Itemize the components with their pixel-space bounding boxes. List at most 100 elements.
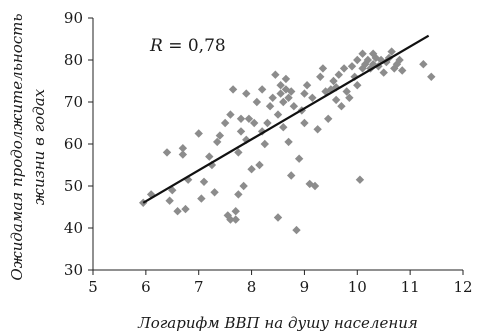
data-point — [273, 213, 283, 222]
y-tick-label: 70 — [64, 93, 83, 111]
data-point — [236, 127, 246, 136]
data-point — [368, 49, 378, 58]
data-point — [379, 68, 388, 77]
data-point — [271, 70, 280, 79]
data-point — [162, 148, 172, 157]
y-axis-title-line-1: Ожидамая продолжительность — [8, 13, 26, 280]
data-point — [279, 97, 288, 107]
annotation-value: = 0,78 — [163, 36, 226, 56]
data-point — [353, 81, 362, 90]
data-point — [300, 89, 309, 98]
data-point — [268, 93, 277, 102]
y-tick-label: 90 — [64, 9, 83, 27]
data-point — [334, 70, 343, 79]
axes — [88, 17, 464, 275]
data-point — [194, 129, 203, 138]
y-tick-label: 80 — [64, 51, 83, 69]
data-point — [294, 154, 304, 163]
data-point — [226, 215, 235, 224]
data-point — [310, 181, 320, 191]
data-point — [292, 225, 301, 235]
data-point — [390, 64, 399, 73]
data-point — [284, 93, 293, 102]
data-point — [250, 118, 259, 128]
data-point — [331, 95, 341, 105]
data-point — [215, 131, 225, 140]
data-point — [205, 152, 214, 161]
data-point — [226, 110, 235, 119]
data-point — [244, 114, 254, 123]
data-point — [236, 114, 246, 123]
x-tick-label: 12 — [453, 278, 472, 296]
data-point — [339, 64, 349, 73]
data-point — [427, 72, 436, 81]
x-tick-label: 6 — [141, 278, 151, 296]
data-point — [263, 118, 272, 128]
data-points — [139, 47, 436, 235]
data-point — [276, 81, 285, 90]
data-point — [395, 55, 404, 65]
x-tick-label: 8 — [247, 278, 257, 296]
tick-labels: 5 6 7 8 9 10 11 12 30 40 50 60 70 80 90 — [64, 9, 473, 296]
data-point — [210, 188, 219, 197]
data-point — [300, 118, 309, 128]
data-point — [231, 207, 240, 216]
x-tick-label: 7 — [194, 278, 204, 296]
x-tick-label: 5 — [88, 278, 98, 296]
data-point — [337, 102, 346, 111]
y-tick-label: 60 — [64, 135, 83, 153]
data-point — [228, 85, 238, 94]
x-tick-label: 11 — [401, 278, 420, 296]
data-point — [197, 194, 206, 203]
data-point — [199, 177, 209, 186]
data-point — [213, 137, 222, 147]
data-point — [329, 76, 338, 86]
x-tick-label: 10 — [348, 278, 367, 296]
data-point — [239, 181, 248, 191]
data-point — [260, 139, 269, 149]
data-point — [255, 160, 264, 170]
data-point — [387, 47, 396, 56]
data-point — [324, 114, 333, 123]
data-point — [368, 60, 378, 69]
data-point — [220, 118, 230, 128]
data-point — [284, 137, 293, 147]
data-point — [265, 102, 275, 111]
data-point — [342, 87, 351, 96]
data-point — [234, 190, 243, 199]
data-point — [146, 190, 156, 199]
data-point — [231, 215, 240, 224]
data-point — [279, 123, 288, 132]
y-tick-label: 40 — [64, 219, 83, 237]
data-point — [363, 55, 373, 65]
data-point — [345, 93, 354, 102]
y-tick-label: 50 — [64, 177, 83, 195]
data-point — [181, 204, 190, 214]
data-point — [355, 175, 365, 184]
data-point — [178, 150, 188, 159]
y-axis-title-line-2: жизни в годах — [30, 88, 48, 205]
annotation-symbol: R — [149, 36, 163, 56]
data-point — [178, 144, 188, 153]
data-point — [173, 207, 182, 216]
x-axis-title: Логарифм ВВП на душу населения — [137, 314, 418, 332]
data-point — [287, 87, 296, 96]
data-point — [308, 93, 317, 102]
data-point — [276, 89, 285, 98]
data-point — [316, 72, 325, 81]
data-point — [347, 62, 357, 71]
y-tick-label: 30 — [64, 261, 83, 279]
data-point — [353, 55, 362, 65]
data-point — [281, 74, 291, 84]
data-point — [165, 196, 174, 205]
data-point — [313, 125, 322, 134]
data-point — [289, 102, 299, 111]
data-point — [273, 110, 283, 119]
data-point — [252, 97, 262, 107]
data-point — [287, 171, 296, 180]
data-point — [302, 81, 312, 90]
x-tick-label: 9 — [300, 278, 310, 296]
data-point — [247, 165, 256, 174]
data-point — [242, 89, 251, 98]
